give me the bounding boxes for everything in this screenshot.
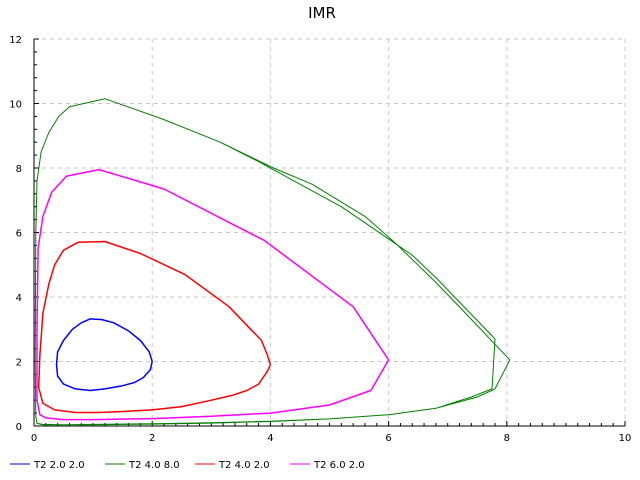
legend-label-4: T2 6.0 2.0: [313, 460, 365, 471]
x-tick-label: 2: [149, 433, 155, 444]
y-tick-label: 6: [16, 229, 22, 240]
y-tick-label: 12: [9, 35, 22, 46]
x-tick-label: 4: [267, 433, 273, 444]
x-tick-label: 10: [619, 433, 632, 444]
y-tick-label: 8: [16, 164, 22, 175]
series-layer: [34, 98, 511, 426]
y-tick-label: 10: [9, 100, 22, 111]
y-tick-label: 2: [16, 358, 22, 369]
legend: T2 2.0 2.0 T2 4.0 8.0 T2 4.0 2.0 T2 6.0 2.0: [10, 460, 365, 471]
legend-label-3: T2 4.0 2.0: [218, 460, 270, 471]
x-tick-label: 0: [31, 433, 37, 444]
x-tick-label: 6: [385, 433, 391, 444]
grid: [34, 38, 626, 426]
y-tick-label: 0: [16, 422, 22, 433]
x-tick-label: 8: [504, 433, 510, 444]
chart-title: IMR: [308, 4, 336, 22]
series-line-2: [34, 98, 511, 426]
legend-label-2: T2 4.0 8.0: [128, 460, 180, 471]
y-tick-label: 4: [16, 293, 22, 304]
axes: 0 2 4 6 8 10 0 2 4 6 8 10 12: [9, 35, 631, 444]
series-line-3: [37, 240, 272, 414]
legend-label-1: T2 2.0 2.0: [33, 460, 85, 471]
series-line-4: [36, 168, 390, 421]
series-line-1: [55, 318, 153, 392]
